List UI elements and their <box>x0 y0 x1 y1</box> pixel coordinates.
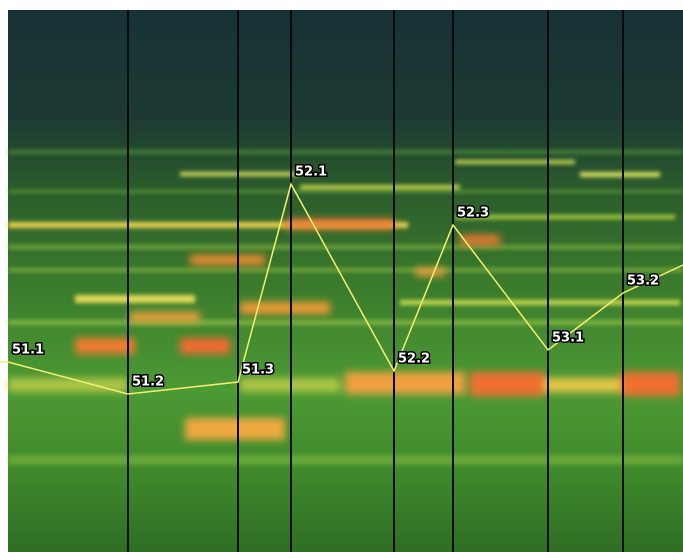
marker-label: 51.2 <box>132 375 164 390</box>
pitch-curve <box>0 182 683 395</box>
harmonic-streaks <box>8 150 683 465</box>
marker-label: 51.1 <box>12 343 44 358</box>
marker-label: 53.2 <box>627 274 659 289</box>
marker-label: 51.3 <box>242 363 274 378</box>
marker-label: 52.2 <box>398 352 430 367</box>
marker-label: 52.3 <box>457 206 489 221</box>
energy-hotspots <box>8 219 680 440</box>
marker-label: 53.1 <box>552 331 584 346</box>
marker-label: 52.1 <box>295 165 327 180</box>
spectrogram-background <box>8 10 683 552</box>
